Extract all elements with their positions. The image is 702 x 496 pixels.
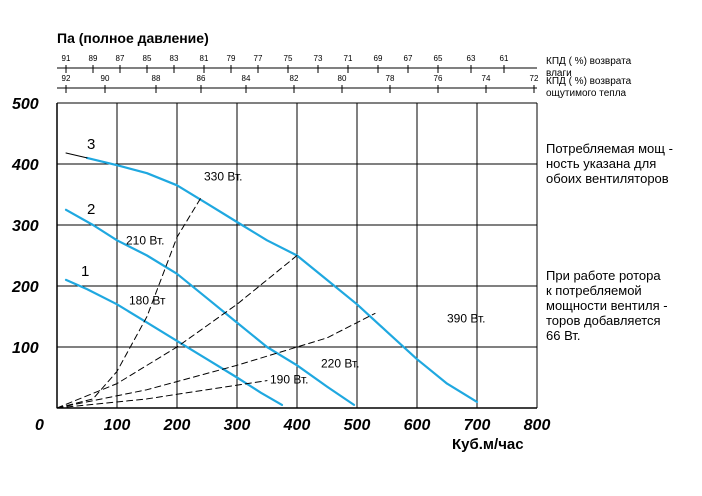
y-axis-title: Па (полное давление) bbox=[57, 30, 209, 46]
efficiency-scale-label: КПД ( %) возврата bbox=[546, 56, 632, 67]
curve-number: 3 bbox=[87, 136, 95, 153]
side-notes: Потребляемая мощ -ность указана дляобоих… bbox=[546, 141, 673, 343]
power-label: 330 Вт. bbox=[204, 169, 242, 183]
series-curve-1 bbox=[64, 278, 284, 406]
efficiency-scale-tick-label: 65 bbox=[434, 54, 443, 63]
power-label: 190 Вт. bbox=[270, 373, 308, 387]
efficiency-scale-tick-label: 76 bbox=[434, 74, 443, 83]
efficiency-scales: 91 89 87 85 83 81 79 77 75 73 71 69 67 65 63 61 КПД ( %)… bbox=[57, 54, 632, 99]
x-tick-label: 200 bbox=[163, 417, 191, 434]
power-label: 210 Вт. bbox=[126, 234, 164, 248]
efficiency-scale-tick-label: 86 bbox=[197, 74, 206, 83]
efficiency-scale-tick-label: 83 bbox=[170, 54, 179, 63]
x-tick-label: 600 bbox=[404, 417, 431, 434]
series-group bbox=[56, 152, 479, 409]
efficiency-scale-tick-label: 79 bbox=[227, 54, 236, 63]
efficiency-scale-label: ощутимого тепла bbox=[546, 88, 627, 99]
rotor-note-line: мощности вентиля - bbox=[546, 298, 668, 313]
efficiency-scale-tick-label: 84 bbox=[242, 74, 251, 83]
x-tick-label: 800 bbox=[524, 417, 551, 434]
curve-number: 1 bbox=[81, 263, 89, 280]
series-curve-3 bbox=[85, 156, 479, 403]
efficiency-scale-label: влаги bbox=[546, 68, 572, 79]
rotor-note-line: к потребляемой bbox=[546, 283, 642, 298]
x-tick-label: 0 bbox=[35, 417, 44, 434]
rotor-note-line: При работе ротора bbox=[546, 268, 661, 283]
efficiency-scale-tick-label: 71 bbox=[344, 54, 353, 63]
power-note-line: обоих вентиляторов bbox=[546, 171, 669, 186]
efficiency-scale-tick-label: 91 bbox=[62, 54, 71, 63]
rotor-note-line: 66 Вт. bbox=[546, 328, 580, 343]
efficiency-scale-label: КПД ( %) возврата bbox=[546, 76, 632, 87]
efficiency-scale-tick-label: 85 bbox=[143, 54, 152, 63]
efficiency-scale-tick-label: 90 bbox=[101, 74, 110, 83]
efficiency-scale-tick-label: 77 bbox=[254, 54, 263, 63]
x-tick-label: 300 bbox=[224, 417, 251, 434]
efficiency-scale-tick-label: 87 bbox=[116, 54, 125, 63]
efficiency-scale-tick-label: 67 bbox=[404, 54, 413, 63]
power-dashed-line-7 bbox=[56, 380, 268, 409]
power-note-line: ность указана для bbox=[546, 156, 656, 171]
efficiency-scale-tick-label: 75 bbox=[284, 54, 293, 63]
y-tick-label: 200 bbox=[11, 279, 39, 296]
efficiency-scale-tick-label: 63 bbox=[467, 54, 476, 63]
efficiency-scale-tick-label: 73 bbox=[314, 54, 323, 63]
grid bbox=[56, 102, 538, 409]
series-curve-2 bbox=[64, 208, 356, 406]
efficiency-scale-tick-label: 74 bbox=[482, 74, 491, 83]
tick-labels: 500 400 300 200 100 0 100 200 300 400 500 600 700 800 bbox=[11, 96, 550, 434]
rotor-note-line: торов добавляется bbox=[546, 313, 661, 328]
curve-number: 2 bbox=[87, 201, 95, 218]
efficiency-scale-tick-label: 72 bbox=[530, 74, 539, 83]
power-note-line: Потребляемая мощ - bbox=[546, 141, 673, 156]
x-tick-label: 400 bbox=[283, 417, 311, 434]
efficiency-scale-tick-label: 89 bbox=[89, 54, 98, 63]
y-tick-label: 400 bbox=[11, 157, 39, 174]
efficiency-scale-tick-label: 69 bbox=[374, 54, 383, 63]
efficiency-scale-tick-label: 81 bbox=[200, 54, 209, 63]
efficiency-scale-tick-label: 92 bbox=[62, 74, 71, 83]
x-tick-label: 100 bbox=[104, 417, 131, 434]
efficiency-scale-tick-label: 82 bbox=[290, 74, 299, 83]
series-curve-3-lead bbox=[65, 152, 88, 159]
power-label: 390 Вт. bbox=[447, 312, 485, 326]
power-dashed-line-6 bbox=[56, 312, 376, 409]
efficiency-scale-tick-label: 61 bbox=[500, 54, 509, 63]
efficiency-scale-tick-label: 80 bbox=[338, 74, 347, 83]
power-label: 220 Вт. bbox=[321, 357, 359, 371]
x-tick-label: 700 bbox=[464, 417, 491, 434]
power-dashed-line-5 bbox=[56, 255, 298, 409]
power-dashed-line-4 bbox=[56, 197, 202, 409]
annotations: 330 Вт. 210 Вт. 180 Вт 220 Вт. 190 Вт. 390 Вт… bbox=[81, 136, 485, 387]
y-tick-label: 500 bbox=[12, 96, 39, 113]
efficiency-scale-tick-label: 88 bbox=[152, 74, 161, 83]
power-label: 180 Вт bbox=[129, 293, 166, 307]
efficiency-scale-tick-label: 78 bbox=[386, 74, 395, 83]
y-tick-label: 100 bbox=[12, 340, 39, 357]
x-tick-label: 500 bbox=[344, 417, 371, 434]
y-tick-label: 300 bbox=[12, 218, 39, 235]
x-axis-title: Куб.м/час bbox=[452, 436, 524, 453]
